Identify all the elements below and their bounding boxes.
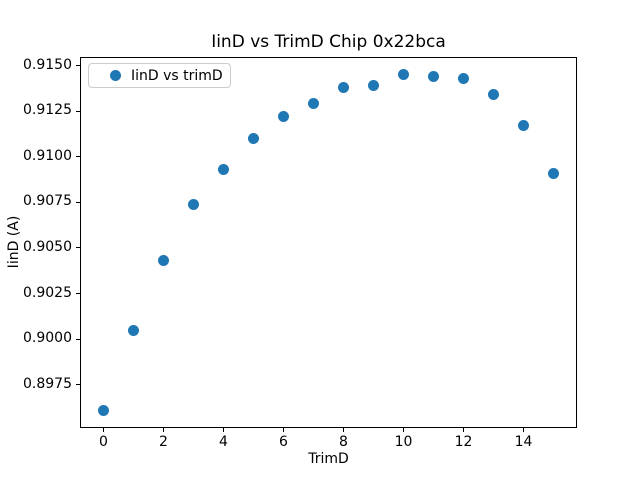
y-tick-mark (76, 384, 80, 386)
data-point (278, 111, 289, 123)
y-tick-label: 0.9125 (23, 102, 72, 119)
y-tick-mark (76, 293, 80, 295)
y-tick-label: 0.9050 (23, 238, 72, 255)
y-tick-label: 0.9025 (23, 284, 72, 301)
legend-marker-icon (110, 70, 121, 81)
x-tick-mark (223, 428, 224, 432)
y-axis-label: IinD (A) (6, 215, 22, 269)
data-point (308, 98, 319, 110)
data-point (338, 82, 349, 94)
legend-label: IinD vs trimD (131, 67, 223, 84)
plot-area: IinD vs trimD 0 2 4 6 8 10 12 14 0.8975 0.9000 0.9… (23, 57, 577, 450)
y-tick-label: 0.9000 (23, 330, 72, 347)
x-tick-mark (523, 428, 524, 432)
data-point (548, 167, 559, 179)
y-tick-mark (76, 201, 80, 203)
x-tick-mark (163, 428, 164, 432)
data-point (428, 71, 439, 83)
x-tick-label: 0 (99, 434, 108, 450)
y-tick-label: 0.8975 (23, 375, 72, 392)
x-tick-label: 4 (219, 434, 228, 450)
legend: IinD vs trimD (88, 63, 231, 88)
x-axis-label: TrimD (308, 451, 349, 467)
x-tick-mark (343, 428, 344, 432)
data-point (188, 198, 199, 210)
x-tick-mark (403, 428, 404, 432)
y-tick-label: 0.9100 (23, 147, 72, 164)
x-tick-mark (103, 428, 104, 432)
y-tick-mark (76, 110, 80, 112)
data-point (98, 404, 109, 416)
y-tick-mark (76, 65, 80, 67)
y-tick-label: 0.9150 (23, 56, 72, 73)
x-tick-mark (283, 428, 284, 432)
x-tick-label: 10 (394, 434, 413, 450)
y-tick-mark (76, 247, 80, 249)
data-point (158, 255, 169, 267)
data-point (518, 120, 529, 132)
chart-title: IinD vs TrimD Chip 0x22bca (211, 32, 446, 52)
y-tick-mark (76, 156, 80, 158)
x-tick-label: 6 (279, 434, 288, 450)
data-point (218, 164, 229, 176)
data-point (128, 324, 139, 336)
data-point (458, 72, 469, 84)
data-point (368, 80, 379, 92)
x-tick-label: 14 (514, 434, 533, 450)
x-tick-label: 12 (454, 434, 473, 450)
x-tick-label: 2 (159, 434, 168, 450)
data-point (398, 69, 409, 81)
y-tick-mark (76, 338, 80, 340)
data-point (248, 133, 259, 145)
y-tick-label: 0.9075 (23, 193, 72, 210)
data-point (488, 89, 499, 101)
x-tick-label: 8 (339, 434, 348, 450)
x-tick-mark (463, 428, 464, 432)
